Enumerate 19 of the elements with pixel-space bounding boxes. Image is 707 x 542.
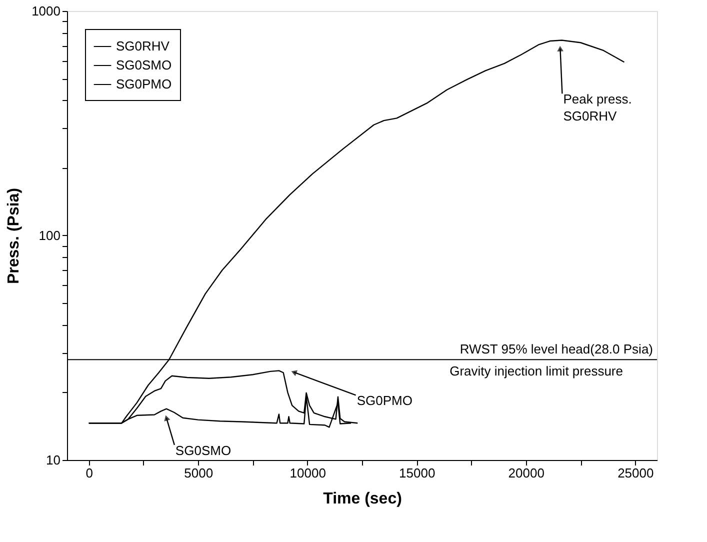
y-axis-title: Press. (Psia): [6, 188, 23, 284]
y-tick-label: 100: [38, 228, 60, 243]
x-tick-label: 15000: [399, 466, 436, 480]
annotation: SG0PMO: [356, 393, 412, 408]
legend-label: SG0RHV: [116, 38, 170, 54]
x-axis-title: Time (sec): [323, 490, 402, 508]
legend-label: SG0PMO: [116, 76, 172, 92]
y-tick-label: 10: [46, 452, 60, 468]
annotation: SG0SMO: [175, 442, 232, 458]
x-tick-label: 25000: [618, 466, 654, 480]
annotation: Peak press. SG0RHV: [563, 92, 632, 124]
x-tick-label: 0: [86, 466, 93, 480]
x-tick-label: 20000: [508, 466, 544, 480]
ref-line-label: RWST 95% level head(28.0 Psia): [460, 342, 653, 357]
legend-label: SG0SMO: [116, 58, 172, 72]
annotation: Gravity injection limit pressure: [450, 364, 623, 379]
x-tick-label: 10000: [290, 466, 326, 480]
y-tick-label: 1000: [32, 4, 60, 18]
x-tick-label: 5000: [184, 466, 214, 480]
